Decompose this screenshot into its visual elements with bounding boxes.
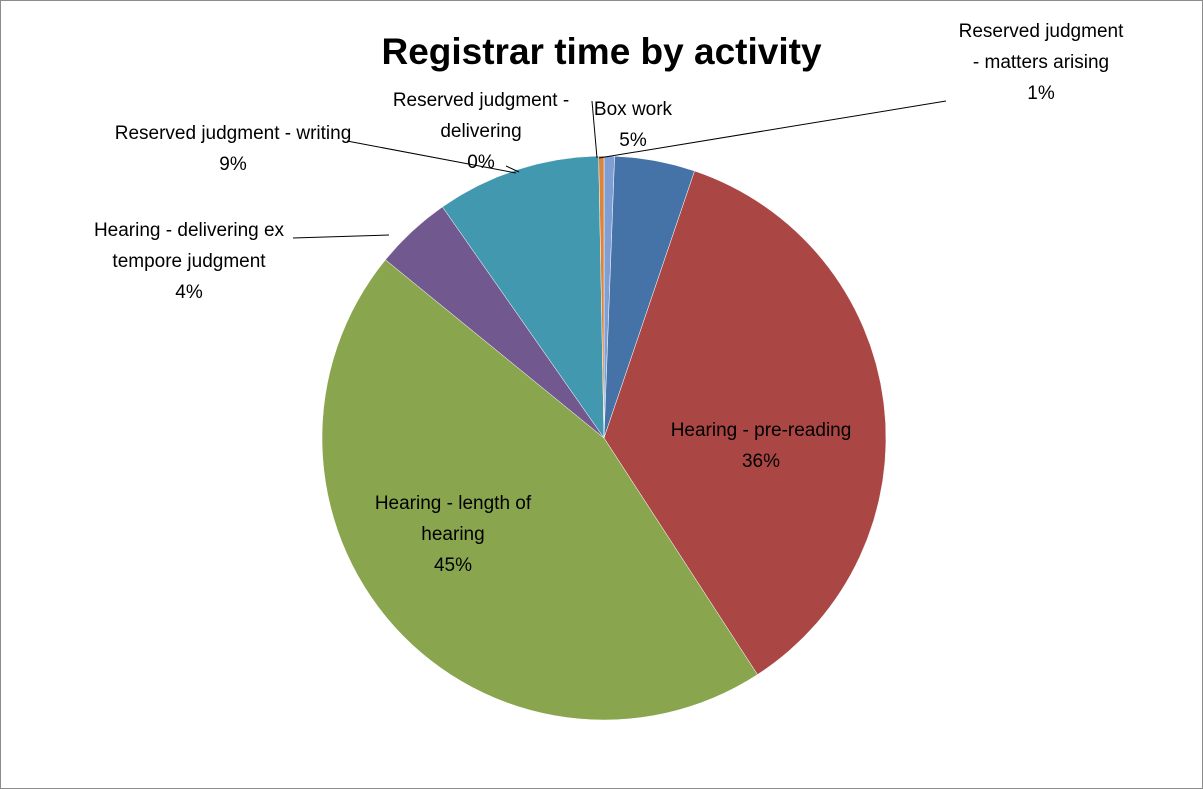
category-label: Hearing - length of hearing	[374, 493, 532, 545]
pie-slice	[598, 155, 605, 439]
category-label: Reserved judgment - delivering	[392, 90, 570, 142]
category-label: Hearing - pre-reading	[670, 420, 852, 441]
slice-label: Reserved judgment - delivering 0%	[366, 85, 596, 178]
category-label: Reserved judgment - matters arising	[958, 21, 1124, 73]
value-label: 45%	[433, 555, 473, 576]
pie-slice	[442, 155, 605, 439]
leader-line	[505, 165, 520, 173]
leader-line	[292, 234, 390, 239]
pie-slice	[321, 259, 758, 721]
slice-label: Hearing - length of hearing 45%	[343, 488, 563, 581]
slice-label: Box work 5%	[573, 94, 693, 156]
value-label: 5%	[619, 130, 647, 151]
chart-title: Registrar time by activity	[381, 31, 822, 72]
slice-label: Reserved judgment - matters arising 1%	[956, 16, 1126, 109]
category-label: Reserved judgment - writing	[114, 123, 352, 144]
value-label: 4%	[175, 282, 203, 303]
leader-line	[591, 100, 598, 159]
value-label: 0%	[467, 152, 495, 173]
slice-label: Hearing - pre-reading 36%	[641, 415, 881, 477]
pie-slice	[603, 170, 887, 675]
value-label: 1%	[1027, 83, 1055, 104]
slice-label: Hearing - delivering ex tempore judgment…	[79, 215, 299, 308]
value-label: 36%	[741, 451, 781, 472]
slice-label: Reserved judgment - writing 9%	[113, 118, 353, 180]
leader-line	[346, 140, 517, 174]
value-label: 9%	[219, 154, 247, 175]
leader-line	[598, 100, 947, 159]
category-label: Hearing - delivering ex tempore judgment	[93, 220, 285, 272]
category-label: Box work	[593, 99, 673, 120]
